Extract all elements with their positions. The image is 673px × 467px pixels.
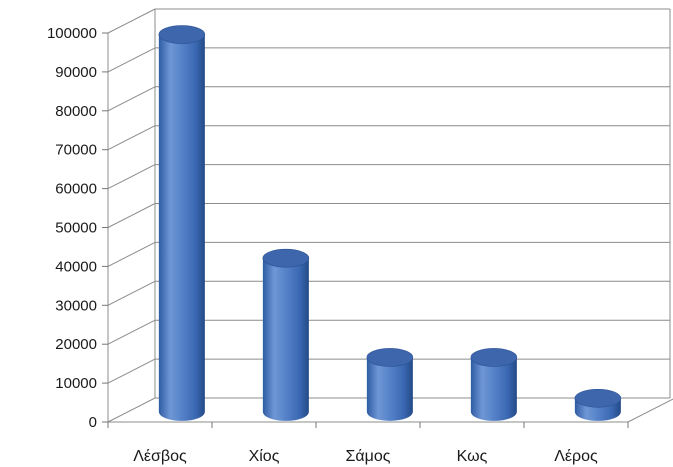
gridline-side xyxy=(107,358,156,384)
gridline-side xyxy=(107,164,156,190)
y-tick-label: 70000 xyxy=(55,142,97,159)
y-tick-label: 10000 xyxy=(55,375,97,392)
gridline-side xyxy=(107,241,156,267)
gridline-side xyxy=(107,86,156,112)
x-axis-labels: Λέσβος Χίος Σάμος Κως Λέρος xyxy=(133,448,598,465)
gridline-side xyxy=(107,397,156,423)
y-tick-label: 20000 xyxy=(55,336,97,353)
gridline-side xyxy=(107,125,156,151)
bar-top xyxy=(262,248,310,268)
bar-top xyxy=(366,348,414,367)
gridline-side xyxy=(107,280,156,306)
bar-body xyxy=(470,357,517,421)
bar xyxy=(574,388,622,421)
bar xyxy=(262,248,310,421)
bar-body xyxy=(158,34,205,421)
y-tick-label: 40000 xyxy=(55,258,97,275)
y-tick-label: 90000 xyxy=(55,64,97,81)
y-tick-label: 80000 xyxy=(55,103,97,120)
bar-body xyxy=(262,258,309,421)
bar-body xyxy=(366,357,413,421)
bar xyxy=(366,348,414,421)
gridline-side xyxy=(107,203,156,228)
x-category-label: Λέρος xyxy=(554,448,598,465)
bar-top xyxy=(158,25,206,44)
gridline-side xyxy=(107,47,156,73)
gridline-side xyxy=(107,319,156,345)
x-category-label: Λέσβος xyxy=(133,448,187,465)
bar-top xyxy=(470,348,518,367)
bar xyxy=(158,25,206,421)
x-category-label: Σάμος xyxy=(346,448,391,465)
y-tick-label: 60000 xyxy=(55,181,97,198)
bar xyxy=(470,348,518,421)
y-tick-label: 50000 xyxy=(55,220,97,237)
y-axis-ticks: 0 10000 20000 30000 40000 50000 60000 70000 8000… xyxy=(47,25,108,431)
bars xyxy=(158,25,622,421)
gridline-side xyxy=(107,8,156,34)
y-tick-label: 0 xyxy=(89,414,97,431)
floor-right-edge xyxy=(627,398,673,423)
bar-top xyxy=(574,388,622,408)
y-tick-label: 30000 xyxy=(55,297,97,314)
y-tick-label: 100000 xyxy=(47,25,97,42)
x-category-label: Χίος xyxy=(249,448,280,465)
x-category-label: Κως xyxy=(457,448,488,465)
